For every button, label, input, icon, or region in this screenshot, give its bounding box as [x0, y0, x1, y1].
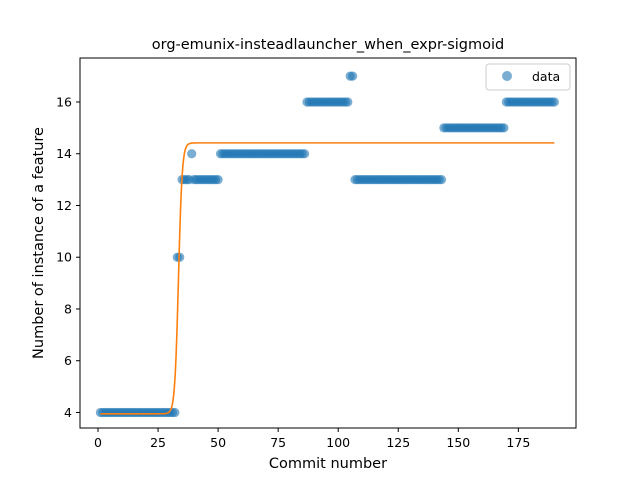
y-axis: 4 6 8 10 12 14 16: [56, 94, 80, 420]
legend-label-data: data: [532, 69, 560, 84]
data-point: [187, 149, 197, 159]
y-tick-label: 8: [64, 301, 72, 316]
data-point: [499, 123, 509, 133]
x-tick-label: 100: [326, 435, 350, 450]
data-point: [343, 97, 353, 107]
x-tick-label: 75: [270, 435, 286, 450]
y-tick-label: 16: [56, 94, 72, 109]
x-tick-label: 25: [150, 435, 166, 450]
data-point: [549, 97, 559, 107]
fit-line-layer: [100, 142, 555, 415]
x-tick-label: 125: [386, 435, 410, 450]
sigmoid-fit-line: [100, 142, 555, 415]
y-tick-label: 10: [56, 250, 72, 265]
chart-title: org-emunix-insteadlauncher_when_expr-sig…: [152, 37, 504, 53]
data-point: [170, 407, 180, 418]
y-tick-label: 12: [56, 198, 72, 213]
y-tick-label: 6: [64, 353, 72, 368]
y-tick-label: 4: [64, 405, 72, 420]
y-tick-label: 14: [56, 146, 72, 161]
x-tick-label: 50: [210, 435, 226, 450]
x-axis: 0 25 50 75 100 125 150 175: [94, 428, 530, 450]
x-axis-label: Commit number: [269, 456, 387, 472]
data-point: [299, 149, 310, 159]
legend-box: [485, 63, 571, 91]
plot-frame: [79, 57, 577, 429]
legend-marker-data: [502, 71, 512, 81]
data-point: [348, 71, 358, 81]
y-axis-label: Number of instance of a feature: [31, 127, 47, 359]
data-points: [95, 71, 559, 418]
legend: data: [485, 63, 571, 91]
data-point: [436, 175, 447, 185]
x-tick-label: 0: [94, 435, 102, 450]
data-point: [213, 175, 223, 185]
x-tick-label: 150: [446, 435, 470, 450]
x-tick-label: 175: [506, 435, 530, 450]
